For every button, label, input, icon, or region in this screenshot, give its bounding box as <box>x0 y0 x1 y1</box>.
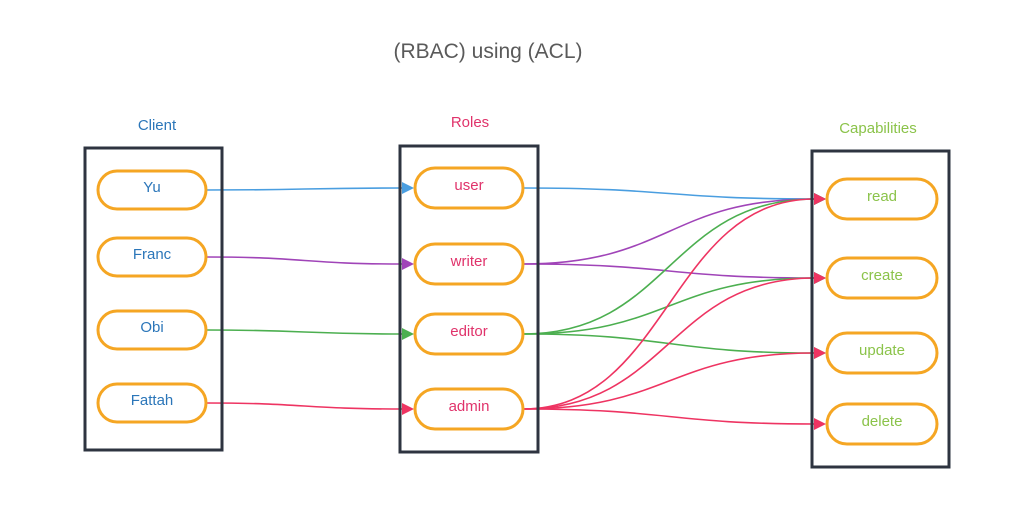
arrowhead-fattah-to-admin <box>402 403 414 415</box>
arrowhead-franc-to-writer <box>402 258 414 270</box>
client-column-label: Client <box>137 117 177 134</box>
edges-layer <box>205 182 826 430</box>
capabilities-column-label: Capabilities <box>839 120 917 137</box>
role-node-admin <box>413 387 525 431</box>
role-node-user <box>413 166 525 210</box>
edge-admin-to-read <box>522 198 816 410</box>
diagram-title: (RBAC) using (ACL) <box>393 40 583 63</box>
edge-editor-to-read <box>522 198 816 335</box>
arrowhead-admin-to-create <box>814 272 826 284</box>
role-label-admin: admin <box>448 398 490 415</box>
client-node-franc <box>96 236 208 278</box>
pills-layer <box>96 166 939 446</box>
client-node-yu <box>96 169 208 211</box>
client-label-franc: Franc <box>132 246 172 263</box>
edge-admin-to-delete <box>522 408 816 425</box>
edge-admin-to-create <box>522 277 816 410</box>
capability-label-update: update <box>859 342 905 359</box>
arrowhead-admin-to-delete <box>814 418 826 430</box>
edge-editor-to-create <box>522 277 816 335</box>
roles-column-label: Roles <box>450 114 490 131</box>
capability-node-read <box>825 177 939 221</box>
edge-obi-to-editor <box>205 329 404 335</box>
arrowhead-yu-to-user <box>402 182 414 194</box>
capability-node-delete <box>825 402 939 446</box>
client-label-yu: Yu <box>143 179 161 196</box>
arrowhead-admin-to-update <box>814 347 826 359</box>
client-label-fattah: Fattah <box>130 392 174 409</box>
boxes-layer <box>83 144 951 469</box>
edge-franc-to-writer <box>205 256 404 265</box>
capability-column-box <box>810 149 951 469</box>
client-node-fattah <box>96 382 208 424</box>
role-node-writer <box>413 242 525 286</box>
client-node-obi <box>96 309 208 351</box>
role-label-editor: editor <box>450 323 488 340</box>
edge-admin-to-update <box>522 352 816 410</box>
edge-writer-to-create <box>522 263 816 279</box>
client-column-box <box>83 146 224 452</box>
capability-node-update <box>825 331 939 375</box>
edge-fattah-to-admin <box>205 402 404 410</box>
arrowhead-admin-to-read <box>814 193 826 205</box>
role-label-user: user <box>454 177 484 194</box>
edge-user-to-read <box>522 187 816 200</box>
role-node-editor <box>413 312 525 356</box>
role-column-box <box>398 144 540 454</box>
capability-label-delete: delete <box>861 413 903 430</box>
capability-label-read: read <box>866 188 898 205</box>
edge-yu-to-user <box>205 187 404 191</box>
edge-writer-to-read <box>522 198 816 265</box>
client-label-obi: Obi <box>140 319 164 336</box>
capability-label-create: create <box>861 267 903 284</box>
capability-node-create <box>825 256 939 300</box>
arrowhead-obi-to-editor <box>402 328 414 340</box>
role-label-writer: writer <box>450 253 488 270</box>
